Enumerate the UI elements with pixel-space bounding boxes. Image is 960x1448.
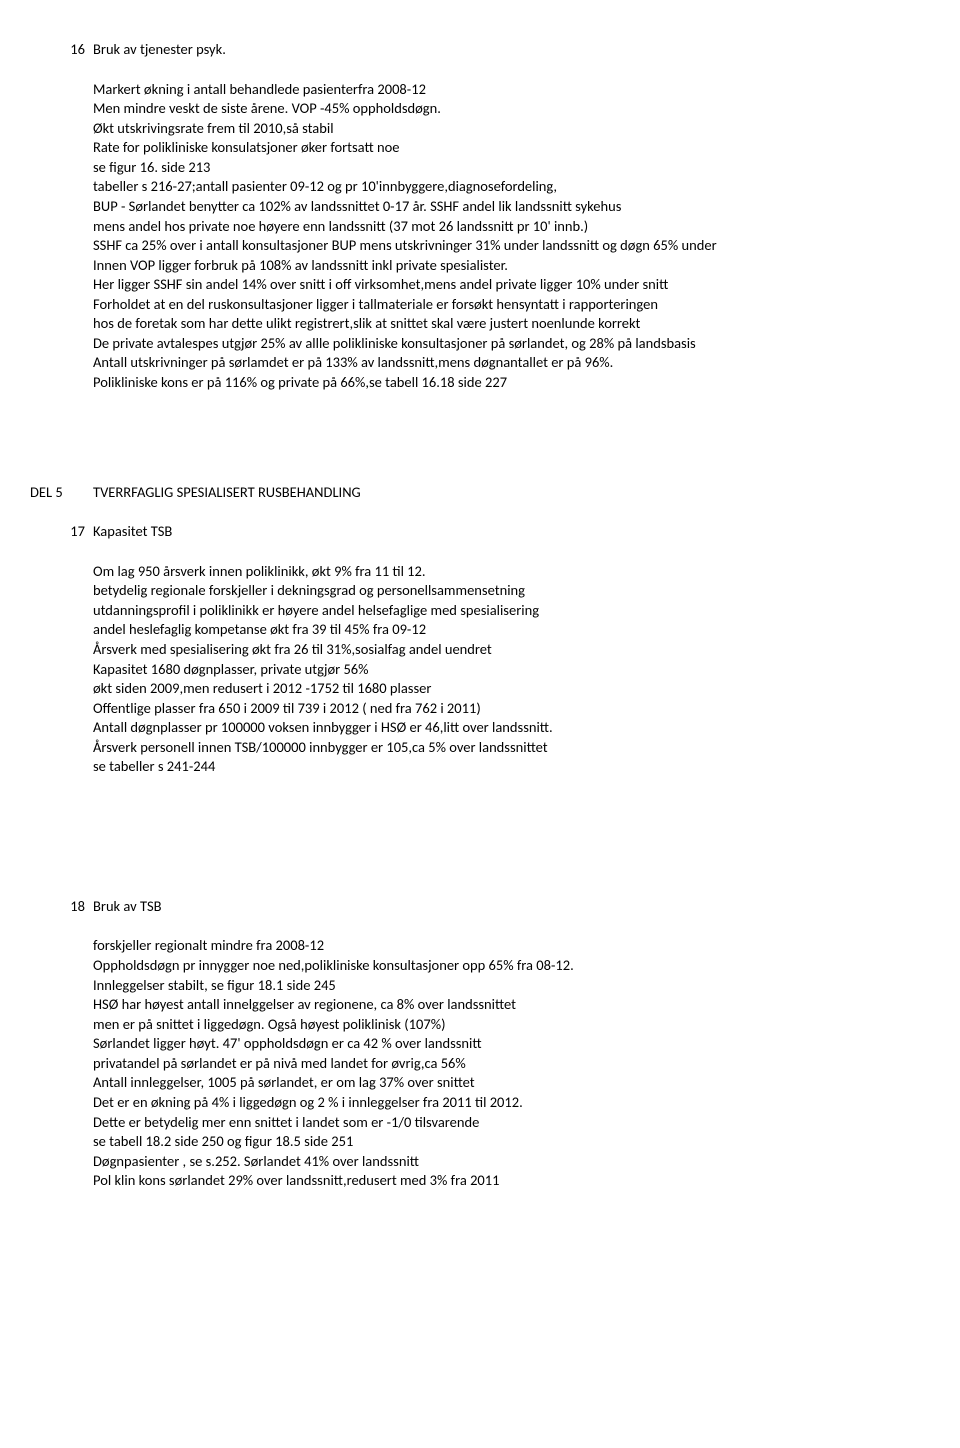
- body-line: Sørlandet ligger høyt. 47' oppholdsdøgn …: [93, 1034, 930, 1054]
- section-number: 17: [30, 522, 93, 542]
- section-title: Bruk av TSB: [93, 897, 930, 917]
- body-line: Antall døgnplasser pr 100000 voksen innb…: [93, 718, 930, 738]
- section-number: 18: [30, 897, 93, 917]
- body-line: Innleggelser stabilt, se figur 18.1 side…: [93, 976, 930, 996]
- del5-header: DEL 5 TVERRFAGLIG SPESIALISERT RUSBEHAND…: [30, 483, 930, 503]
- body-line: Årsverk personell innen TSB/100000 innby…: [93, 738, 930, 758]
- body-line: Polikliniske kons er på 116% og private …: [93, 373, 930, 393]
- body-line: Antall utskrivninger på sørlamdet er på …: [93, 353, 930, 373]
- body-line: andel heslefaglig kompetanse økt fra 39 …: [93, 620, 930, 640]
- body-line: Men mindre veskt de siste årene. VOP -45…: [93, 99, 930, 119]
- body-line: betydelig regionale forskjeller i deknin…: [93, 581, 930, 601]
- body-line: Det er en økning på 4% i liggedøgn og 2 …: [93, 1093, 930, 1113]
- body-line: Årsverk med spesialisering økt fra 26 ti…: [93, 640, 930, 660]
- body-line: Kapasitet 1680 døgnplasser, private utgj…: [93, 660, 930, 680]
- body-line: forskjeller regionalt mindre fra 2008-12: [93, 936, 930, 956]
- body-line: HSØ har høyest antall innelggelser av re…: [93, 995, 930, 1015]
- body-line: Innen VOP ligger forbruk på 108% av land…: [93, 256, 930, 276]
- section-title: Bruk av tjenester psyk.: [93, 40, 930, 60]
- section-18-header: 18 Bruk av TSB: [30, 897, 930, 917]
- body-line: Om lag 950 årsverk innen poliklinikk, øk…: [93, 562, 930, 582]
- body-line: Dette er betydelig mer enn snittet i lan…: [93, 1113, 930, 1133]
- body-line: Her ligger SSHF sin andel 14% over snitt…: [93, 275, 930, 295]
- body-line: se figur 16. side 213: [93, 158, 930, 178]
- body-line: Offentlige plasser fra 650 i 2009 til 73…: [93, 699, 930, 719]
- body-line: utdanningsprofil i poliklinikk er høyere…: [93, 601, 930, 621]
- section-17-body: Om lag 950 årsverk innen poliklinikk, øk…: [30, 562, 930, 777]
- section-16-body: Markert økning i antall behandlede pasie…: [30, 80, 930, 393]
- del-title: TVERRFAGLIG SPESIALISERT RUSBEHANDLING: [85, 483, 930, 503]
- body-line: hos de foretak som har dette ulikt regis…: [93, 314, 930, 334]
- body-line: De private avtalespes utgjør 25% av alll…: [93, 334, 930, 354]
- body-line: privatandel på sørlandet er på nivå med …: [93, 1054, 930, 1074]
- section-16-header: 16 Bruk av tjenester psyk.: [30, 40, 930, 60]
- body-line: men er på snittet i liggedøgn. Også høye…: [93, 1015, 930, 1035]
- section-title: Kapasitet TSB: [93, 522, 930, 542]
- body-line: BUP - Sørlandet benytter ca 102% av land…: [93, 197, 930, 217]
- body-line: Pol klin kons sørlandet 29% over landssn…: [93, 1171, 930, 1191]
- body-line: Markert økning i antall behandlede pasie…: [93, 80, 930, 100]
- body-line: tabeller s 216-27;antall pasienter 09-12…: [93, 177, 930, 197]
- body-line: Døgnpasienter , se s.252. Sørlandet 41% …: [93, 1152, 930, 1172]
- body-line: Antall innleggelser, 1005 på sørlandet, …: [93, 1073, 930, 1093]
- body-line: økt siden 2009,men redusert i 2012 -1752…: [93, 679, 930, 699]
- body-line: mens andel hos private noe høyere enn la…: [93, 217, 930, 237]
- body-line: Oppholdsdøgn pr innygger noe ned,polikli…: [93, 956, 930, 976]
- body-line: Økt utskrivingsrate frem til 2010,så sta…: [93, 119, 930, 139]
- del-label: DEL 5: [30, 483, 85, 503]
- section-18-body: forskjeller regionalt mindre fra 2008-12…: [30, 936, 930, 1190]
- body-line: se tabeller s 241-244: [93, 757, 930, 777]
- section-number: 16: [30, 40, 93, 60]
- body-line: se tabell 18.2 side 250 og figur 18.5 si…: [93, 1132, 930, 1152]
- body-line: Rate for polikliniske konsulatsjoner øke…: [93, 138, 930, 158]
- body-line: SSHF ca 25% over i antall konsultasjoner…: [93, 236, 930, 256]
- section-17-header: 17 Kapasitet TSB: [30, 522, 930, 542]
- body-line: Forholdet at en del ruskonsultasjoner li…: [93, 295, 930, 315]
